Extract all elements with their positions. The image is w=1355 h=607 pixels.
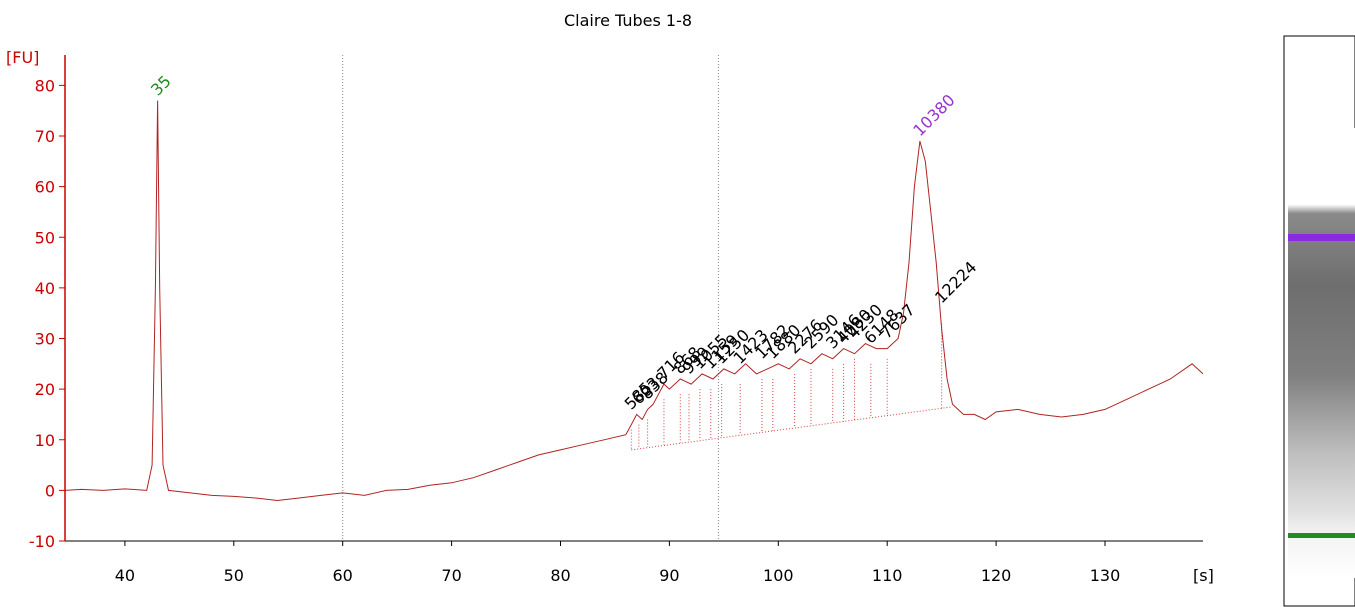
gel-image xyxy=(1283,35,1355,607)
y-tick-label: -10 xyxy=(29,532,55,551)
y-tick-label: 80 xyxy=(35,76,55,95)
gel-lane xyxy=(1288,128,1355,578)
peak-label: 7637 xyxy=(877,300,919,342)
series-line xyxy=(64,100,1204,502)
region-markers xyxy=(342,55,719,541)
x-tick-label: 60 xyxy=(333,566,353,585)
y-tick-label: 30 xyxy=(35,330,55,349)
peak-labels: 3510380585603838716868999105511591250142… xyxy=(147,72,981,414)
peak-label: 10380 xyxy=(909,90,958,139)
x-tick-label: 40 xyxy=(115,566,135,585)
smear-baseline xyxy=(631,406,953,451)
peak-label: 12224 xyxy=(931,258,980,307)
chart-title: Claire Tubes 1-8 xyxy=(564,11,692,30)
x-tick-label: 70 xyxy=(441,566,461,585)
peak-baselines xyxy=(630,323,953,451)
y-axis-unit: [FU] xyxy=(6,48,39,67)
x-tick-label: 110 xyxy=(872,566,903,585)
y-tick-label: 70 xyxy=(35,127,55,146)
y-tick-label: 60 xyxy=(35,178,55,197)
axes: -10 0 10 20 30 40 50 60 70 80 40 50 60 70 80 90 100 110 12… xyxy=(29,55,1203,585)
gel-band-lower-marker xyxy=(1288,533,1355,538)
y-tick-label: 40 xyxy=(35,279,55,298)
y-tick-label: 20 xyxy=(35,380,55,399)
x-tick-label: 80 xyxy=(550,566,570,585)
y-tick-label: 0 xyxy=(45,481,55,500)
peak-label: 35 xyxy=(147,72,175,100)
y-tick-label: 10 xyxy=(35,431,55,450)
y-tick-label: 50 xyxy=(35,228,55,247)
x-axis-unit: [s] xyxy=(1193,566,1214,585)
series-layer xyxy=(64,100,1204,502)
x-tick-label: 130 xyxy=(1090,566,1121,585)
x-tick-label: 90 xyxy=(659,566,679,585)
x-tick-label: 50 xyxy=(224,566,244,585)
x-tick-label: 120 xyxy=(981,566,1012,585)
x-tick-label: 100 xyxy=(763,566,794,585)
gel-band-upper-marker xyxy=(1288,234,1355,241)
